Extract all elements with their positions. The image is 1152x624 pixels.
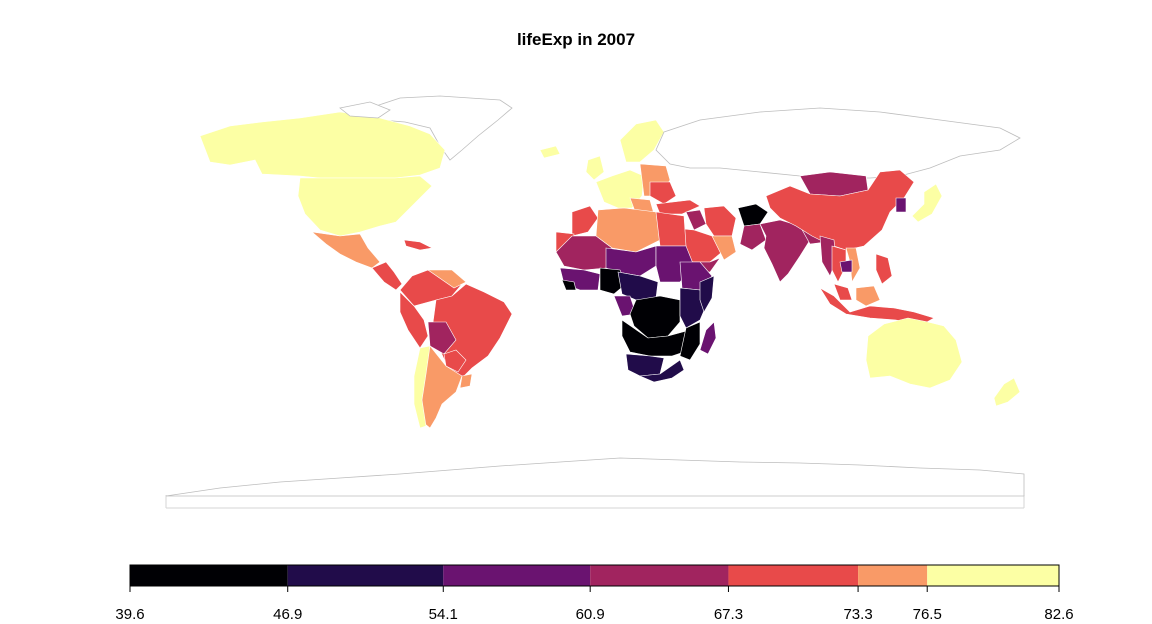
country-paraguay	[443, 349, 467, 373]
country-peru-ecuador	[399, 291, 429, 349]
country-south-africa	[639, 359, 685, 383]
legend-tick-label: 73.3	[843, 606, 873, 623]
country-madagascar	[699, 321, 717, 355]
country-philippines	[875, 253, 893, 285]
world-map	[165, 95, 1025, 509]
antarctica	[165, 457, 1025, 497]
country-canada-alaska	[199, 111, 446, 179]
country-central-america	[371, 261, 403, 291]
legend-swatch-1	[287, 565, 444, 586]
arctic-islands	[339, 101, 391, 119]
country-uk-ireland	[585, 155, 605, 181]
country-cuba-haiti	[403, 239, 433, 251]
country-japan	[911, 183, 943, 223]
legend-tick-label: 67.3	[713, 606, 744, 623]
country-romania-ukraine	[649, 181, 677, 205]
legend-tick-label: 54.1	[428, 606, 458, 623]
country-malaysia	[833, 283, 853, 301]
legend-swatch-6	[927, 565, 1059, 586]
country-sierra-leone-liberia	[561, 279, 577, 291]
country-scandinavia	[619, 119, 665, 163]
country-somalia	[699, 275, 715, 313]
country-bolivia	[427, 321, 457, 355]
country-indonesia	[819, 287, 935, 327]
country-cambodia-laos	[839, 259, 853, 273]
country-oman-uae	[711, 235, 737, 261]
country-pakistan	[739, 223, 767, 251]
legend-swatch-0	[130, 565, 288, 586]
country-new-zealand	[993, 377, 1021, 407]
country-guyanas	[427, 269, 467, 289]
greenland	[369, 95, 513, 161]
legend-tick-label: 60.9	[575, 606, 605, 623]
country-borneo	[855, 285, 881, 307]
country-vietnam	[845, 247, 861, 283]
country-mozambique	[679, 321, 701, 361]
legend-swatch-3	[590, 565, 729, 586]
country-australia	[865, 317, 963, 389]
country-iceland	[539, 145, 561, 159]
country-chile	[413, 345, 431, 429]
country-thailand	[831, 245, 847, 283]
legend-swatch-2	[443, 565, 591, 586]
country-morocco	[571, 205, 599, 237]
country-usa	[297, 175, 433, 237]
country-russia	[655, 107, 1021, 179]
legend-border	[129, 564, 1060, 587]
map-title: lifeExp in 2007	[516, 30, 636, 49]
country-north-korea	[895, 197, 907, 213]
country-afghanistan	[737, 203, 769, 227]
legend-swatch-4	[728, 565, 859, 586]
country-china	[765, 169, 915, 251]
legend-tick-label: 82.6	[1044, 606, 1074, 623]
legend-tick-label: 46.9	[273, 606, 303, 623]
legend-swatch-5	[858, 565, 928, 586]
country-uruguay	[459, 373, 473, 389]
country-mexico	[311, 231, 381, 269]
legend-tick-label: 76.5	[912, 606, 942, 623]
legend-tick-label: 39.6	[115, 606, 145, 623]
